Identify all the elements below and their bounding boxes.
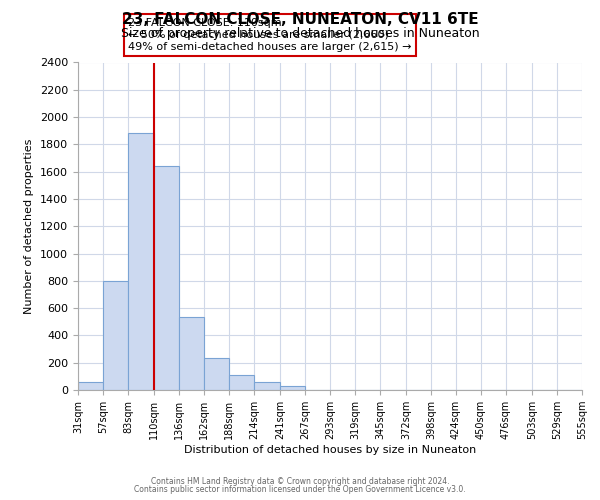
- Text: 23 FALCON CLOSE: 110sqm
← 50% of detached houses are smaller (2,660)
49% of semi: 23 FALCON CLOSE: 110sqm ← 50% of detache…: [128, 18, 412, 52]
- Bar: [78, 382, 103, 390]
- Text: Size of property relative to detached houses in Nuneaton: Size of property relative to detached ho…: [121, 28, 479, 40]
- Bar: [128, 134, 154, 390]
- Bar: [204, 358, 229, 390]
- Text: Contains public sector information licensed under the Open Government Licence v3: Contains public sector information licen…: [134, 484, 466, 494]
- Text: 23, FALCON CLOSE, NUNEATON, CV11 6TE: 23, FALCON CLOSE, NUNEATON, CV11 6TE: [122, 12, 478, 28]
- Bar: [179, 317, 204, 390]
- Bar: [103, 281, 128, 390]
- Bar: [254, 382, 280, 390]
- Bar: [229, 375, 254, 390]
- Text: Contains HM Land Registry data © Crown copyright and database right 2024.: Contains HM Land Registry data © Crown c…: [151, 477, 449, 486]
- X-axis label: Distribution of detached houses by size in Nuneaton: Distribution of detached houses by size …: [184, 445, 476, 455]
- Bar: [154, 166, 179, 390]
- Bar: [280, 386, 305, 390]
- Y-axis label: Number of detached properties: Number of detached properties: [25, 138, 34, 314]
